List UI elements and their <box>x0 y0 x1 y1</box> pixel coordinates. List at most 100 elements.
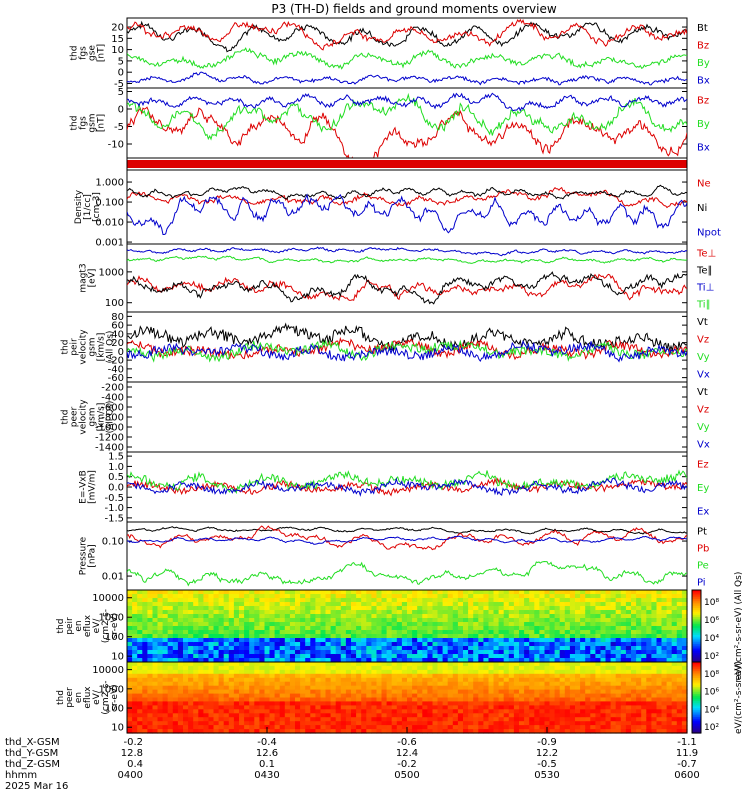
fgs-gsm-legend-by: By <box>697 119 710 130</box>
peir-velocity-ytick-label: -20 <box>108 356 124 367</box>
density-legend-ni: Ni <box>697 203 707 214</box>
pressure-legend-pb: Pb <box>697 544 709 555</box>
peir-velocity-ylabel-line: velocity <box>79 329 89 365</box>
peir-velocity-series-vt <box>127 322 687 353</box>
time-axis-value: 0.4 <box>127 759 143 770</box>
fgs-gse-ytick-label: 15 <box>111 34 124 45</box>
density-ylabel-line: Density <box>74 189 84 224</box>
colorbar-2-label: eV/(cm²-s-sr-eV) <box>734 661 744 734</box>
peer-velocity-ylabel: thd peer velocity gsm [km/s] (All Qs) <box>61 399 116 435</box>
peer-velocity-legend-vt: Vt <box>697 387 708 398</box>
temp-series-te <box>127 273 687 301</box>
colorbar-2-tick-label: 10⁸ <box>704 670 719 680</box>
peir-velocity-legend-vt: Vt <box>697 317 708 328</box>
peer-velocity-ylabel-line: [km/s] <box>97 403 107 432</box>
efield-ylabel-line: E=-VxB <box>79 470 89 504</box>
efield-ytick-label: -1.5 <box>104 513 124 524</box>
time-axis-value: 0530 <box>534 770 559 781</box>
peer-velocity-legend-vx: Vx <box>697 439 710 450</box>
peer-velocity-ytick-label: -1000 <box>95 423 124 434</box>
efield-series-ex <box>127 477 687 497</box>
peir-spec-image <box>127 590 688 663</box>
time-axis-value: 0430 <box>254 770 279 781</box>
time-axis-value: -0.6 <box>397 737 417 748</box>
peir-spec-ylabel-line: thd <box>56 619 66 634</box>
peir-spec-ylabel-line: en <box>74 620 84 631</box>
time-axis-row-name: thd_X-GSM <box>5 737 60 748</box>
density-ytick-label: 0.001 <box>95 238 124 249</box>
peer-spec-ylabel-line: peer <box>65 687 75 708</box>
efield-legend-ez: Ez <box>697 460 709 471</box>
fgs-gsm-legend-bz: Bz <box>697 96 709 107</box>
peir-spec-ylabel-line: peir <box>65 617 75 635</box>
peer-velocity-ytick-label: -200 <box>101 383 124 394</box>
peer-velocity-ylabel-line: peer <box>70 406 80 427</box>
fgs-gse-ylabel-line: thd <box>70 46 80 61</box>
fgs-gse-legend-bt: Bt <box>697 23 708 34</box>
time-axis-value: 12.6 <box>256 748 278 759</box>
fgs-gse-ylabel-line: gse <box>88 45 98 61</box>
peer-velocity-ytick-label: -400 <box>101 393 124 404</box>
density-ylabel-line: [cm-3] <box>92 192 102 222</box>
colorbar-2 <box>692 662 701 734</box>
peir-spec-ytick-label: 100 <box>105 632 124 643</box>
peir-velocity-ytick-label: 60 <box>111 321 124 332</box>
time-axis-value: 11.9 <box>676 748 698 759</box>
peer-velocity-frame <box>126 381 688 453</box>
peir-spec-ylabel-line: eV/ <box>92 618 102 634</box>
pressure-series-pt <box>127 526 687 535</box>
temp-legend-ti: Ti∥ <box>696 300 711 311</box>
density-legend-npot: Npot <box>697 228 721 239</box>
peer-spec-image <box>127 662 688 734</box>
fgs-gse-series-bx <box>127 71 687 86</box>
peer-velocity-legend-vz: Vz <box>697 404 709 415</box>
peer-spec-ylabel-line: eV/ <box>92 689 102 705</box>
fgs-gse-frame <box>126 17 688 89</box>
peer-spec-ylabel-line: eflux <box>83 686 93 709</box>
fgs-gse-series-bz <box>127 18 687 51</box>
peir-spec-ylabel-line: (cm2-s- <box>101 609 111 643</box>
fgs-gsm-series-by <box>127 92 687 141</box>
fgs-gsm-ytick-label: 5 <box>118 87 124 98</box>
fgs-gsm-series-bx <box>127 92 687 112</box>
time-axis-row-name: thd_Z-GSM <box>5 759 60 770</box>
efield-ytick-label: 1.5 <box>108 452 124 463</box>
pressure-legend-pt: Pt <box>697 527 707 538</box>
peer-velocity-legend-vy: Vy <box>697 422 710 433</box>
peir-velocity-series-vx <box>127 339 687 363</box>
peer-velocity-ylabel-line: gsm <box>88 407 98 426</box>
peir-velocity-legend-vy: Vy <box>697 352 710 363</box>
colorbar-2-tick-label: 10² <box>704 723 719 733</box>
time-axis-date: 2025 Mar 16 <box>5 781 68 792</box>
time-axis-row-name: thd_Y-GSM <box>5 748 58 759</box>
fgs-gsm-series-bz <box>127 106 687 158</box>
density-ytick-label: 1.000 <box>95 178 124 189</box>
pressure-series-pi <box>127 535 687 545</box>
colorbar-1-label: eV/(cm²-s-sr-eV) (All Qs) <box>734 572 744 681</box>
peer-velocity-ylabel-line: thd <box>61 410 71 425</box>
peir-spec-ytick-label: 10 <box>111 652 124 663</box>
peir-velocity-series-vz <box>127 336 687 361</box>
time-axis-value: -1.1 <box>677 737 697 748</box>
density-legend-ne: Ne <box>697 178 711 189</box>
temp-legend-te: Te⊥ <box>696 249 716 260</box>
efield-ytick-label: -1.0 <box>104 503 124 514</box>
time-axis-value: -0.9 <box>537 737 557 748</box>
pressure-series-pe <box>127 560 687 587</box>
peir-velocity-legend-vx: Vx <box>697 369 710 380</box>
peir-velocity-ytick-label: 20 <box>111 338 124 349</box>
peer-velocity-ylabel-line: velocity <box>79 399 89 435</box>
fgs-gsm-ytick-label: -10 <box>108 140 124 151</box>
efield-ylabel: E=-VxB [mV/m] <box>79 470 98 504</box>
peir-spec-ylabel-line: sr-eV) <box>110 613 120 639</box>
time-axis-value: -0.2 <box>397 759 417 770</box>
time-axis-value: -0.2 <box>123 737 143 748</box>
time-axis-value: 0600 <box>674 770 699 781</box>
fgs-gse-ytick-label: 0 <box>118 68 124 79</box>
fgs-gse-ytick-label: -5 <box>114 79 124 90</box>
fgs-gse-series-by <box>127 47 687 70</box>
peir-velocity-ytick-label: 80 <box>111 312 124 323</box>
pressure-ytick-label: 0.10 <box>102 537 124 548</box>
